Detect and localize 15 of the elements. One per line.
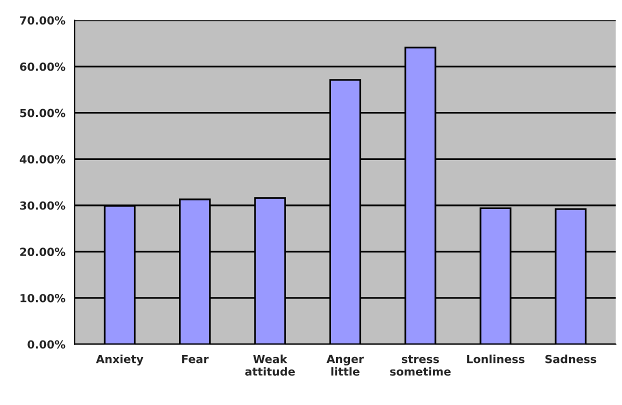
x-tick-label: Anxiety — [96, 354, 144, 366]
y-tick-label: 20.00% — [20, 248, 66, 256]
x-tick-label: Weak attitude — [245, 354, 295, 376]
y-tick-label: 40.00% — [20, 155, 66, 164]
x-tick-label: Lonliness — [467, 354, 524, 364]
y-tick-label: 70.00% — [20, 16, 66, 25]
x-tick-label: Anger little — [326, 354, 364, 376]
y-tick-label: 30.00% — [20, 201, 66, 210]
y-tick-label: 50.00% — [20, 108, 66, 118]
x-tick-label: stress sometime — [390, 355, 451, 376]
y-tick-label: 0.00% — [28, 340, 66, 349]
x-tick-label: Sadness — [545, 354, 596, 364]
y-tick-label: 10.00% — [20, 294, 66, 302]
y-tick-label: 60.00% — [20, 62, 66, 71]
x-tick-label: Fear — [182, 355, 209, 364]
